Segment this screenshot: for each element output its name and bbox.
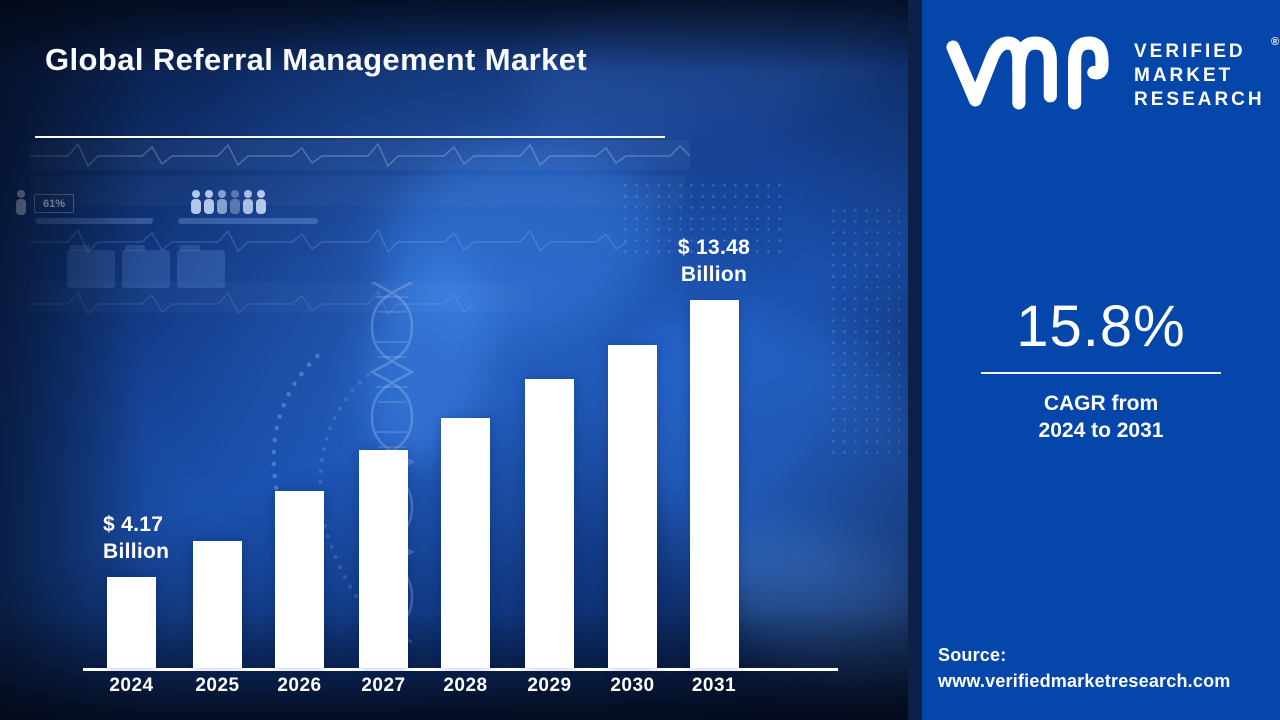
bar-2030 — [608, 345, 657, 668]
registered-trademark-icon: ® — [1271, 36, 1280, 48]
cagr-caption-line2: 2024 to 2031 — [1038, 419, 1164, 442]
bar-2027 — [359, 450, 408, 668]
x-axis-label-2027: 2027 — [361, 675, 406, 696]
panel-divider — [908, 0, 922, 720]
brand-line-2: MARKET — [1134, 65, 1234, 86]
brand-logo: VERIFIED MARKET RESEARCH ® — [943, 36, 1279, 116]
source-label: Source: — [938, 645, 1007, 665]
cagr-caption-line1: CAGR from — [1043, 392, 1159, 415]
cagr-block: 15.8% CAGR from 2024 to 2031 — [922, 296, 1280, 444]
x-axis-label-2025: 2025 — [195, 675, 240, 696]
brand-line-1: VERIFIED — [1134, 41, 1246, 62]
source-url: www.verifiedmarketresearch.com — [938, 671, 1231, 691]
x-axis-label-2030: 2030 — [610, 675, 655, 696]
x-axis-label-2024: 2024 — [109, 675, 154, 696]
page-title: Global Referral Management Market — [45, 42, 588, 77]
bar-2029 — [525, 379, 574, 668]
cagr-underline — [981, 372, 1221, 374]
x-axis-line — [83, 668, 838, 671]
value-label-2024: $ 4.17 Billion — [103, 513, 170, 563]
brand-line-3: RESEARCH — [1134, 89, 1265, 110]
x-axis-label-2031: 2031 — [691, 675, 737, 696]
bar-2024 — [107, 577, 156, 668]
x-axis-label-2026: 2026 — [277, 675, 322, 696]
value-label-2031: $ 13.48 Billion — [677, 236, 751, 286]
title-underline — [35, 136, 665, 138]
brand-wordmark: VERIFIED MARKET RESEARCH — [1134, 40, 1265, 112]
x-axis-label-2029: 2029 — [527, 675, 572, 696]
bar-2031 — [689, 300, 739, 668]
x-axis-label-2028: 2028 — [443, 675, 488, 696]
info-panel: VERIFIED MARKET RESEARCH ® 15.8% CAGR fr… — [922, 0, 1280, 720]
cagr-value: 15.8% — [1016, 294, 1186, 359]
source-block: Source: www.verifiedmarketresearch.com — [938, 642, 1230, 694]
vmr-logo-icon — [946, 36, 1109, 110]
bar-2026 — [275, 491, 324, 668]
bar-chart: 2024 2025 2026 2027 2028 2029 2030 2031 $ 4.17 Bi… — [83, 236, 838, 696]
chart-panel: 61% — [0, 0, 908, 720]
bar-2028 — [441, 418, 490, 668]
